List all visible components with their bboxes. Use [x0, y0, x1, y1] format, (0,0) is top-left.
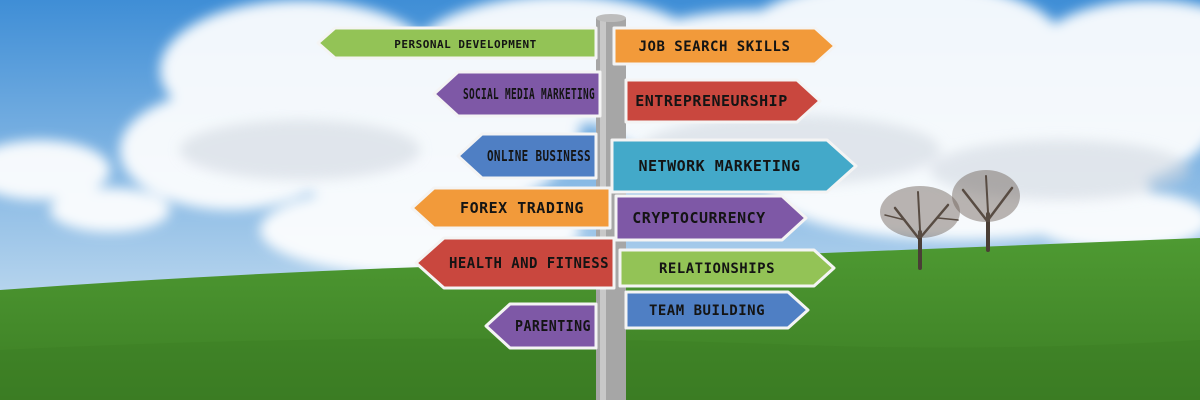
sign-network-marketing: NETWORK MARKETING — [610, 138, 858, 194]
sign-label: TEAM BUILDING — [649, 303, 765, 319]
sign-job-search-skills: JOB SEARCH SKILLS — [612, 26, 837, 66]
sign-board — [414, 236, 616, 290]
sign-label: NETWORK MARKETING — [638, 157, 800, 175]
sign-board — [456, 132, 598, 180]
sign-board — [624, 290, 810, 330]
sign-online-business: ONLINE BUSINESS — [456, 132, 598, 180]
sign-board — [484, 302, 598, 350]
sign-board — [316, 26, 598, 60]
tree-right — [952, 170, 1020, 252]
sign-label: CRYPTOCURRENCY — [632, 209, 765, 227]
sign-label: SOCIAL MEDIA MARKETING — [463, 85, 595, 103]
sign-board — [624, 78, 822, 124]
sign-label: ONLINE BUSINESS — [487, 147, 591, 165]
sign-board — [610, 138, 858, 194]
sign-board — [618, 248, 836, 288]
sign-forex-trading: FOREX TRADING — [410, 186, 612, 230]
sign-board — [432, 70, 602, 118]
sign-board — [612, 26, 837, 66]
sign-label: PARENTING — [515, 317, 591, 335]
sign-parenting: PARENTING — [484, 302, 598, 350]
sign-social-media-marketing: SOCIAL MEDIA MARKETING — [432, 70, 602, 118]
tree-left — [880, 186, 960, 270]
sign-label: FOREX TRADING — [460, 199, 584, 217]
signpost: PERSONAL DEVELOPMENT JOB SEARCH SKILLS SOC… — [316, 14, 858, 400]
sign-label: JOB SEARCH SKILLS — [639, 39, 791, 55]
sign-board — [614, 194, 808, 242]
sign-label: PERSONAL DEVELOPMENT — [394, 38, 536, 51]
sign-team-building: TEAM BUILDING — [624, 290, 810, 330]
sign-label: HEALTH AND FITNESS — [449, 254, 609, 272]
sign-cryptocurrency: CRYPTOCURRENCY — [614, 194, 808, 242]
sign-entrepreneurship: ENTREPRENEURSHIP — [624, 78, 822, 124]
sign-health-and-fitness: HEALTH AND FITNESS — [414, 236, 616, 290]
sign-label: RELATIONSHIPS — [659, 261, 775, 277]
sign-label: ENTREPRENEURSHIP — [635, 92, 788, 110]
sign-personal-development: PERSONAL DEVELOPMENT — [316, 26, 598, 60]
sign-board — [410, 186, 612, 230]
signpost-pole-cap — [596, 14, 626, 22]
sign-relationships: RELATIONSHIPS — [618, 248, 836, 288]
